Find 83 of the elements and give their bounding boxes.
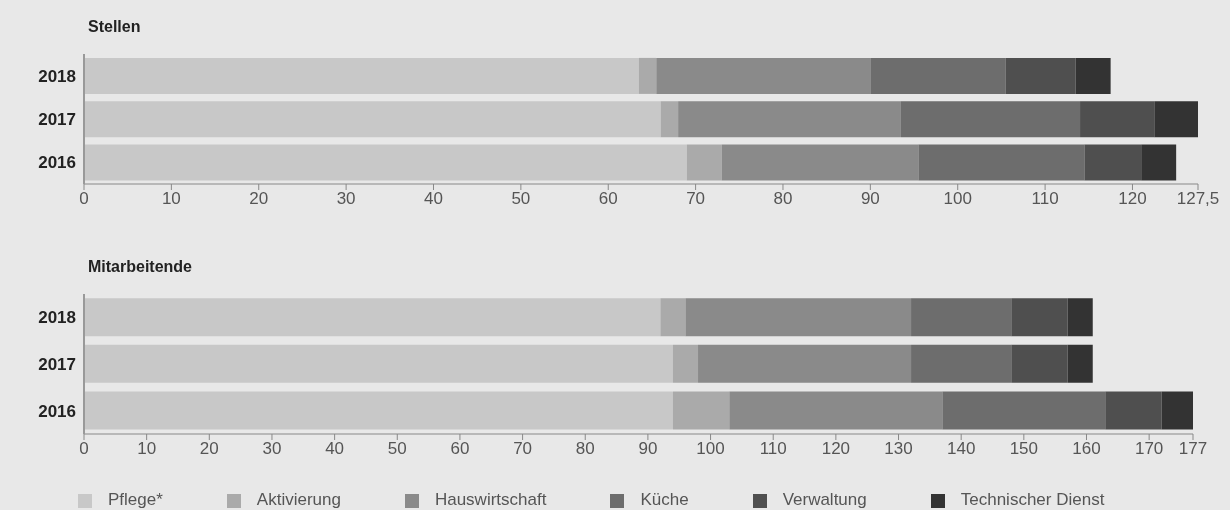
bar [1011, 344, 1068, 383]
bar [942, 391, 1106, 430]
bar [1161, 391, 1193, 430]
x-tick-label: 50 [511, 189, 531, 209]
bar [1105, 391, 1162, 430]
x-tick-label: 10 [137, 439, 157, 459]
bar [1154, 101, 1198, 138]
bar [678, 101, 901, 138]
bar [84, 144, 687, 181]
chart-title: Mitarbeitende [88, 258, 193, 276]
x-tick-label: 110 [1031, 189, 1059, 209]
legend-label: Technischer Dienst [960, 490, 1105, 509]
bar [1141, 144, 1177, 181]
legend-label: Verwaltung [782, 490, 867, 509]
x-tick-label: 140 [946, 439, 976, 459]
bar [729, 391, 943, 430]
x-tick-label: 50 [387, 439, 407, 459]
bar [1075, 57, 1111, 94]
x-tick-label: 160 [1072, 439, 1101, 459]
bar [911, 298, 1012, 337]
bar [84, 391, 673, 430]
bar [656, 57, 871, 94]
legend-label: Pflege* [108, 490, 163, 509]
bar [84, 57, 639, 94]
bar [1011, 298, 1068, 337]
x-tick-label: 177 [1178, 439, 1208, 459]
x-tick-label: 70 [513, 439, 533, 459]
x-tick-label: 120 [1118, 189, 1147, 209]
bar [84, 344, 673, 383]
legend-label: Hauswirtschaft [434, 490, 547, 509]
x-tick-label: 80 [575, 439, 595, 459]
bar [1067, 298, 1093, 337]
x-tick-label: 0 [79, 439, 89, 459]
legend-label: Aktivierung [256, 490, 341, 509]
bar [698, 344, 912, 383]
bar [672, 391, 730, 430]
x-tick-label: 130 [884, 439, 913, 459]
x-tick-label: 150 [1009, 439, 1039, 459]
x-tick-label: 127,5 [1176, 189, 1220, 209]
y-tick-label: 2018 [38, 66, 76, 86]
y-tick-label: 2017 [38, 110, 76, 130]
bar [660, 101, 679, 138]
bar [911, 344, 1012, 383]
x-tick-label: 100 [696, 439, 725, 459]
x-tick-label: 40 [424, 189, 443, 209]
chart-title: Stellen [88, 18, 141, 36]
y-tick-label: 2016 [38, 401, 76, 421]
bar [1005, 57, 1076, 94]
x-tick-label: 20 [199, 439, 219, 459]
bar [84, 298, 661, 337]
legend-label: Küche [640, 490, 689, 509]
bar [900, 101, 1081, 138]
bar [686, 144, 722, 181]
y-tick-label: 2016 [38, 153, 76, 173]
bar [918, 144, 1085, 181]
y-tick-label: 2017 [38, 355, 76, 375]
x-tick-label: 70 [686, 189, 706, 209]
x-tick-label: 170 [1134, 439, 1164, 459]
bar [1080, 101, 1155, 138]
x-tick-label: 0 [79, 189, 89, 209]
bar [721, 144, 919, 181]
x-tick-label: 120 [821, 439, 851, 459]
bar [672, 344, 699, 383]
bar [1084, 144, 1142, 181]
x-tick-label: 60 [450, 439, 470, 459]
x-tick-label: 110 [759, 439, 787, 459]
x-tick-label: 90 [638, 439, 658, 459]
x-tick-label: 10 [161, 189, 181, 209]
bar [660, 298, 686, 337]
x-tick-label: 60 [598, 189, 618, 209]
bar [685, 298, 912, 337]
y-tick-label: 2018 [38, 308, 76, 328]
x-tick-label: 80 [773, 189, 793, 209]
bar [638, 57, 657, 94]
x-tick-label: 40 [325, 439, 345, 459]
bar [84, 101, 661, 138]
bar [1067, 344, 1093, 383]
x-tick-label: 30 [336, 189, 356, 209]
bar [870, 57, 1006, 94]
x-tick-label: 20 [249, 189, 269, 209]
x-tick-label: 30 [262, 439, 282, 459]
x-tick-label: 90 [860, 189, 880, 209]
x-tick-label: 100 [943, 189, 972, 209]
